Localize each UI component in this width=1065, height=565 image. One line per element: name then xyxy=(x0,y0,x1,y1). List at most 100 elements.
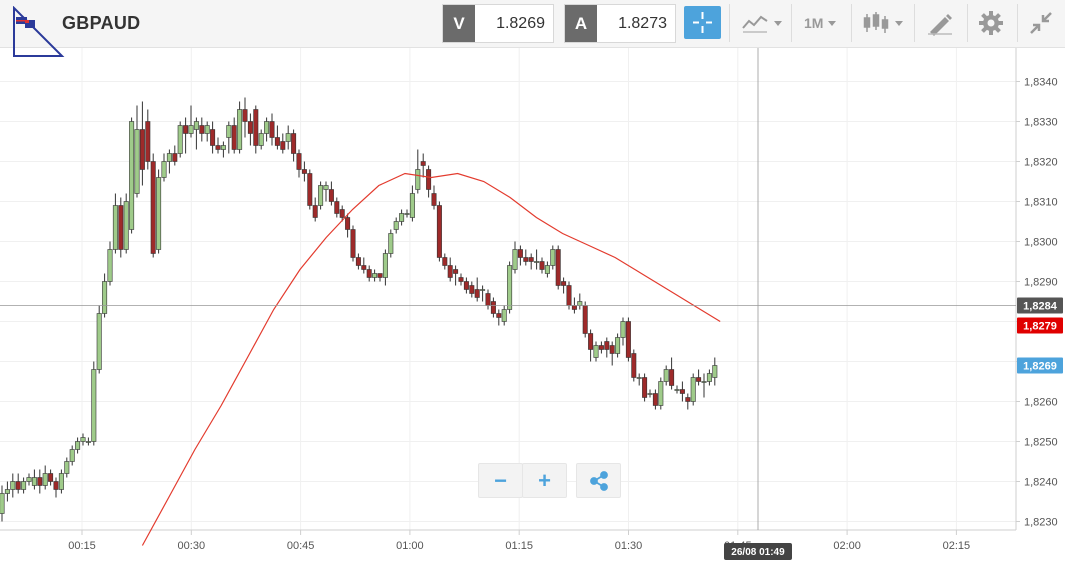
candle-down xyxy=(528,257,534,262)
candle-up xyxy=(21,481,27,490)
candle-down xyxy=(172,153,178,162)
settings-button[interactable] xyxy=(978,6,1004,40)
candle-style-button[interactable] xyxy=(862,6,903,40)
candle-up xyxy=(706,373,712,382)
candle-up xyxy=(285,133,291,142)
candle-down xyxy=(215,145,221,150)
candle-up xyxy=(0,493,5,514)
candle-up xyxy=(80,437,86,442)
candle-up xyxy=(112,205,118,250)
candle-down xyxy=(436,205,442,258)
candle-up xyxy=(388,233,394,254)
candle-down xyxy=(183,125,189,134)
y-tick-label: 1,8240 xyxy=(1024,477,1058,489)
candle-up xyxy=(177,125,183,154)
candle-up xyxy=(42,473,48,486)
candle-up xyxy=(166,153,172,162)
candle-down xyxy=(523,257,529,262)
candle-down xyxy=(247,121,253,134)
candle-up xyxy=(544,265,550,274)
candle-down xyxy=(150,161,156,254)
price-tag-label: 1,8279 xyxy=(1023,321,1057,333)
candle-down xyxy=(474,289,480,298)
candle-up xyxy=(129,121,135,230)
candle-down xyxy=(625,321,631,358)
collapse-icon xyxy=(1030,12,1052,34)
y-tick-label: 1,8340 xyxy=(1024,77,1058,89)
line-chart-icon xyxy=(742,15,768,33)
share-button[interactable] xyxy=(576,463,621,498)
candle-up xyxy=(193,121,199,130)
candle-up xyxy=(409,193,415,218)
candle-up xyxy=(220,145,226,150)
y-tick-label: 1,8330 xyxy=(1024,117,1058,129)
candle-down xyxy=(15,481,21,490)
candle-up xyxy=(404,213,410,215)
candle-up xyxy=(204,125,210,134)
candle-up xyxy=(701,381,707,383)
candle-up xyxy=(658,381,664,406)
crosshair-button[interactable] xyxy=(684,6,721,39)
candle-up xyxy=(501,309,507,322)
candle-down xyxy=(274,137,280,146)
candle-down xyxy=(307,173,313,206)
crosshair-time-tag xyxy=(724,543,792,560)
candle-up xyxy=(64,461,70,474)
candle-down xyxy=(242,109,248,122)
candle-up xyxy=(480,289,486,291)
chevron-down-icon xyxy=(774,20,782,26)
candle-up xyxy=(102,281,108,314)
candle-down xyxy=(118,205,124,250)
candle-up xyxy=(620,321,626,338)
candle-down xyxy=(555,249,561,286)
candle-up xyxy=(393,221,399,230)
candle-down xyxy=(139,129,145,170)
price-tag xyxy=(1017,357,1063,374)
candle-down xyxy=(361,265,367,270)
ask-quote-button[interactable]: A 1.8273 xyxy=(564,4,676,43)
candle-up xyxy=(161,161,167,178)
candle-up xyxy=(134,129,140,194)
bid-label: V xyxy=(443,5,475,42)
candle-up xyxy=(237,109,243,150)
candle-down xyxy=(296,153,302,170)
candle-down xyxy=(458,277,464,282)
candle-down xyxy=(582,305,588,334)
candle-down xyxy=(517,249,523,258)
candle-down xyxy=(566,285,572,306)
price-chart[interactable]: 1,8340 1,8330 1,8320 1,8310 1,8300 1,8290 1,82… xyxy=(0,48,1065,565)
candle-up xyxy=(534,261,540,263)
candle-down xyxy=(210,129,216,146)
zoom-in-button[interactable]: + xyxy=(522,463,567,498)
candle-up xyxy=(188,125,194,134)
candle-down xyxy=(696,377,702,382)
candle-down xyxy=(145,121,151,162)
candle-down xyxy=(442,257,448,266)
crosshair-icon xyxy=(693,12,712,33)
candle-down xyxy=(485,293,491,306)
timeframe-label: 1M xyxy=(804,15,824,31)
candle-down xyxy=(269,121,275,138)
candle-down xyxy=(642,377,648,398)
candle-down xyxy=(631,353,637,378)
candle-down xyxy=(571,305,577,310)
candle-up xyxy=(58,473,64,490)
candle-up xyxy=(323,185,329,190)
candle-down xyxy=(301,169,307,174)
candle-up xyxy=(96,313,102,370)
candle-down xyxy=(453,269,459,274)
zoom-out-button[interactable]: − xyxy=(478,463,523,498)
toolbar-divider xyxy=(914,4,915,42)
candle-up xyxy=(107,249,113,282)
drawing-tools-button[interactable] xyxy=(926,6,954,40)
toolbar-divider xyxy=(791,4,792,42)
candle-down xyxy=(431,193,437,206)
chevron-down-icon xyxy=(828,20,837,26)
candle-down xyxy=(652,393,658,406)
chart-type-button[interactable] xyxy=(741,6,782,40)
timeframe-button[interactable]: 1M xyxy=(804,6,837,40)
bid-quote-button[interactable]: V 1.8269 xyxy=(442,4,554,43)
candle-down xyxy=(37,477,43,486)
collapse-button[interactable] xyxy=(1028,6,1054,40)
gb-au-flag-icon xyxy=(13,6,65,57)
